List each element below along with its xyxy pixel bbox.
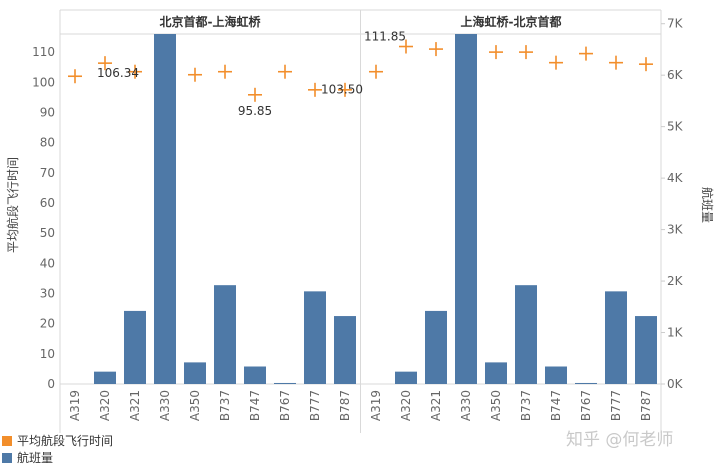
bar-flights (334, 316, 356, 384)
y-right-tick-label: 3K (667, 223, 684, 237)
bar-flights (605, 291, 627, 384)
y-left-tick-label: 30 (40, 286, 55, 300)
y-right-tick-label: 5K (667, 120, 684, 134)
bar-flights (635, 316, 657, 384)
legend-item-flights: 航班量 (2, 449, 53, 466)
watermark: 知乎 @何老师 (566, 430, 674, 450)
x-tick-label: B767 (278, 390, 292, 421)
legend-item-avg-time: 平均航段飞行时间 (2, 432, 113, 449)
x-tick-label: A350 (188, 390, 202, 421)
bar-flights (304, 291, 326, 384)
bar-flights (154, 34, 176, 384)
y-left-tick-label: 110 (32, 45, 55, 59)
y-right-tick-label: 1K (667, 326, 684, 340)
x-tick-label: B787 (639, 390, 653, 421)
data-label: 103.50 (321, 83, 363, 97)
y-right-tick-label: 4K (667, 171, 684, 185)
y-left-axis-title: 平均航段飞行时间 (5, 157, 20, 253)
y-right-tick-label: 7K (667, 17, 684, 31)
y-right-tick-label: 2K (667, 274, 684, 288)
legend-swatch-orange (2, 435, 12, 446)
data-label: 106.34 (97, 66, 139, 80)
legend-label-flights: 航班量 (17, 451, 54, 465)
bar-flights (395, 371, 417, 384)
x-tick-label: B787 (338, 390, 352, 421)
x-tick-label: A319 (369, 390, 383, 421)
y-right-tick-label: 0K (667, 377, 684, 391)
x-tick-label: B747 (549, 390, 563, 421)
x-tick-label: A321 (128, 390, 142, 421)
bar-flights (184, 362, 206, 384)
y-left-tick-label: 70 (40, 166, 55, 180)
data-label: 111.85 (364, 30, 406, 44)
data-label: 95.85 (238, 104, 272, 118)
bar-flights (244, 366, 266, 384)
x-tick-label: B777 (308, 390, 322, 421)
bar-flights (274, 382, 296, 384)
bar-flights (485, 362, 507, 384)
x-tick-label: B767 (579, 390, 593, 421)
y-left-tick-label: 80 (40, 136, 55, 150)
legend-swatch-blue (2, 452, 12, 463)
y-left-tick-label: 60 (40, 196, 55, 210)
x-tick-label: A320 (399, 390, 413, 421)
x-tick-label: A319 (68, 390, 82, 421)
y-left-tick-label: 50 (40, 226, 55, 240)
y-left-tick-label: 20 (40, 317, 55, 331)
x-tick-label: A330 (158, 390, 172, 421)
x-tick-label: A321 (429, 390, 443, 421)
panel-title: 北京首都-上海虹桥 (160, 14, 262, 29)
bar-flights (94, 371, 116, 384)
bar-flights (425, 310, 447, 384)
bar-flights (455, 34, 477, 384)
x-tick-label: A330 (459, 390, 473, 421)
bar-flights (515, 285, 537, 384)
y-left-tick-label: 10 (40, 347, 55, 361)
bar-flights (214, 285, 236, 384)
panel-title: 上海虹桥-北京首都 (461, 14, 562, 29)
y-left-tick-label: 90 (40, 105, 55, 119)
y-left-tick-label: 100 (32, 75, 55, 89)
x-tick-label: B737 (218, 390, 232, 421)
bar-flights (545, 366, 567, 384)
y-right-tick-label: 6K (667, 68, 684, 82)
x-tick-label: A320 (98, 390, 112, 421)
y-left-tick-label: 0 (47, 377, 55, 391)
y-left-tick-label: 40 (40, 256, 55, 270)
x-tick-label: B737 (519, 390, 533, 421)
x-tick-label: A350 (489, 390, 503, 421)
x-tick-label: B747 (248, 390, 262, 421)
bar-flights (575, 382, 597, 384)
legend-label-avg-time: 平均航段飞行时间 (17, 434, 114, 448)
y-right-axis-title: 航班量 (700, 187, 715, 223)
x-tick-label: B777 (609, 390, 623, 421)
bar-flights (124, 310, 146, 384)
